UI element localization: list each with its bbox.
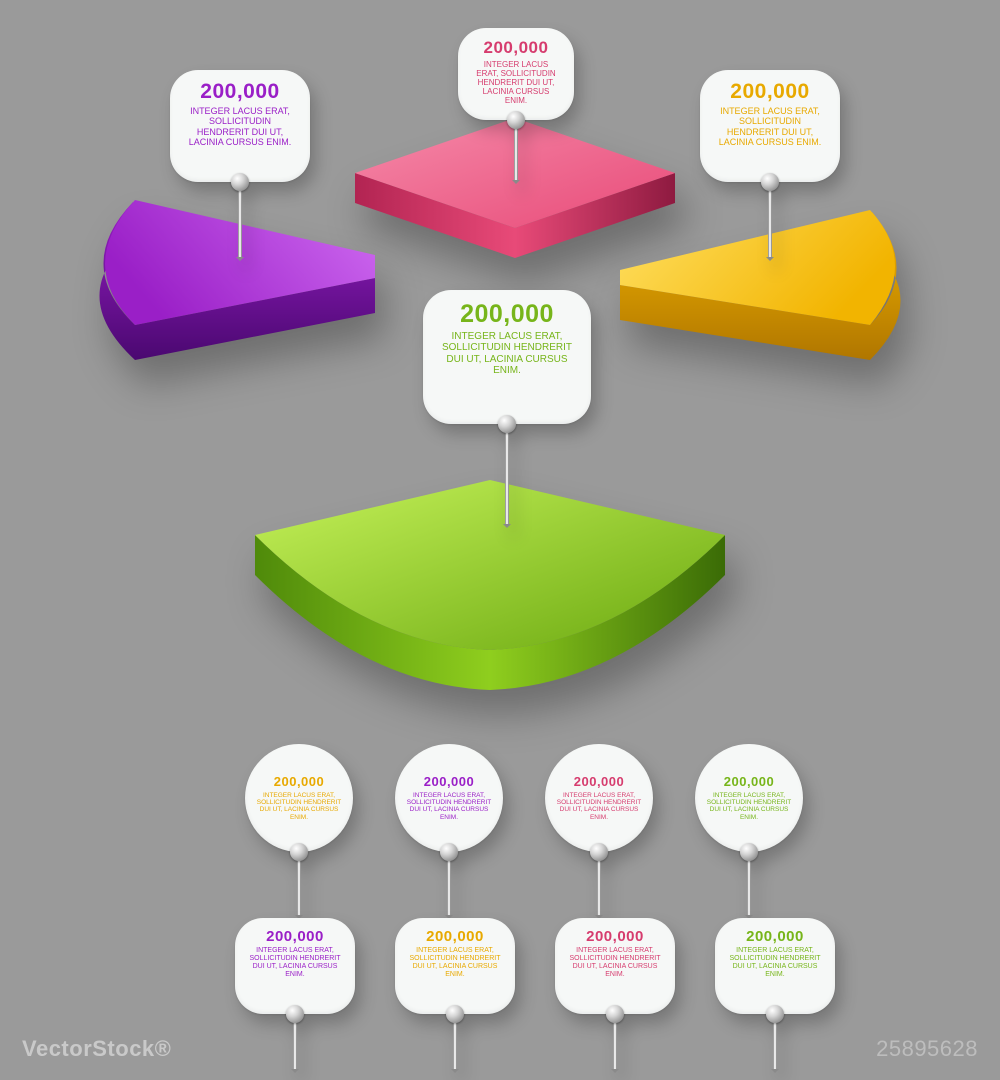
tag-value: 200,000 bbox=[437, 300, 577, 329]
pin-cap-icon bbox=[507, 111, 525, 129]
watermark-logo: VectorStock® bbox=[22, 1036, 171, 1062]
pin-cap-icon bbox=[606, 1005, 624, 1023]
tag-value: 200,000 bbox=[472, 38, 560, 58]
pin-cap-icon bbox=[766, 1005, 784, 1023]
tag-bottom: 200,000INTEGER LACUS ERAT, SOLLICITUDIN … bbox=[423, 290, 591, 526]
pin-needle-icon bbox=[293, 1021, 297, 1071]
tag-description: INTEGER LACUS ERAT, SOLLICITUDIN HENDRER… bbox=[705, 792, 793, 822]
pin-cap-icon bbox=[498, 415, 516, 433]
tag-top: 200,000INTEGER LACUS ERAT, SOLLICITUDIN … bbox=[458, 28, 574, 182]
watermark-id: 25895628 bbox=[876, 1036, 978, 1062]
tag-description: INTEGER LACUS ERAT, SOLLICITUDIN HENDRER… bbox=[555, 792, 643, 822]
tag-value: 200,000 bbox=[184, 80, 296, 104]
circle-tag-3: 200,000 INTEGER LACUS ERAT, SOLLICITUDIN … bbox=[695, 744, 803, 917]
tag-description: INTEGER LACUS ERAT, SOLLICITUDIN HENDRER… bbox=[409, 947, 501, 979]
tag-value: 200,000 bbox=[729, 928, 821, 945]
circle-tag-2: 200,000 INTEGER LACUS ERAT, SOLLICITUDIN … bbox=[545, 744, 653, 917]
pin-needle-icon bbox=[747, 859, 751, 917]
tag-description: INTEGER LACUS ERAT, SOLLICITUDIN HENDRER… bbox=[729, 947, 821, 979]
tag-description: INTEGER LACUS ERAT, SOLLICITUDIN HENDRER… bbox=[569, 947, 661, 979]
pin-needle-icon bbox=[768, 189, 772, 259]
pin-cap-icon bbox=[740, 843, 758, 861]
tag-description: INTEGER LACUS ERAT, SOLLICITUDIN HENDRER… bbox=[472, 60, 560, 106]
tag-description: INTEGER LACUS ERAT, SOLLICITUDIN HENDRER… bbox=[184, 106, 296, 147]
tag-value: 200,000 bbox=[569, 928, 661, 945]
round-tag-0: 200,000 INTEGER LACUS ERAT, SOLLICITUDIN … bbox=[235, 918, 355, 1071]
pin-needle-icon bbox=[238, 189, 242, 259]
tag-description: INTEGER LACUS ERAT, SOLLICITUDIN HENDRER… bbox=[255, 792, 343, 822]
infographic-stage: 200,000INTEGER LACUS ERAT, SOLLICITUDIN … bbox=[0, 0, 1000, 1080]
pin-needle-icon bbox=[613, 1021, 617, 1071]
tag-value: 200,000 bbox=[714, 80, 826, 104]
round-tag-1: 200,000 INTEGER LACUS ERAT, SOLLICITUDIN … bbox=[395, 918, 515, 1071]
pin-cap-icon bbox=[440, 843, 458, 861]
pin-needle-icon bbox=[514, 127, 518, 182]
tag-value: 200,000 bbox=[249, 928, 341, 945]
tag-description: INTEGER LACUS ERAT, SOLLICITUDIN HENDRER… bbox=[714, 106, 826, 147]
tag-right: 200,000INTEGER LACUS ERAT, SOLLICITUDIN … bbox=[700, 70, 840, 259]
pin-needle-icon bbox=[597, 859, 601, 917]
circle-tag-0: 200,000 INTEGER LACUS ERAT, SOLLICITUDIN … bbox=[245, 744, 353, 917]
pin-cap-icon bbox=[290, 843, 308, 861]
tag-value: 200,000 bbox=[705, 775, 793, 790]
pin-cap-icon bbox=[446, 1005, 464, 1023]
tag-description: INTEGER LACUS ERAT, SOLLICITUDIN HENDRER… bbox=[437, 331, 577, 377]
pin-needle-icon bbox=[453, 1021, 457, 1071]
circle-tag-1: 200,000 INTEGER LACUS ERAT, SOLLICITUDIN … bbox=[395, 744, 503, 917]
round-tag-2: 200,000 INTEGER LACUS ERAT, SOLLICITUDIN … bbox=[555, 918, 675, 1071]
round-tag-3: 200,000 INTEGER LACUS ERAT, SOLLICITUDIN … bbox=[715, 918, 835, 1071]
pin-needle-icon bbox=[297, 859, 301, 917]
tag-description: INTEGER LACUS ERAT, SOLLICITUDIN HENDRER… bbox=[405, 792, 493, 822]
tag-value: 200,000 bbox=[405, 775, 493, 790]
pin-cap-icon bbox=[761, 173, 779, 191]
tag-value: 200,000 bbox=[409, 928, 501, 945]
pin-cap-icon bbox=[231, 173, 249, 191]
tag-value: 200,000 bbox=[555, 775, 643, 790]
tag-value: 200,000 bbox=[255, 775, 343, 790]
pin-needle-icon bbox=[505, 431, 509, 526]
pin-needle-icon bbox=[773, 1021, 777, 1071]
pin-needle-icon bbox=[447, 859, 451, 917]
tag-left: 200,000INTEGER LACUS ERAT, SOLLICITUDIN … bbox=[170, 70, 310, 259]
pin-cap-icon bbox=[286, 1005, 304, 1023]
tag-description: INTEGER LACUS ERAT, SOLLICITUDIN HENDRER… bbox=[249, 947, 341, 979]
pin-cap-icon bbox=[590, 843, 608, 861]
